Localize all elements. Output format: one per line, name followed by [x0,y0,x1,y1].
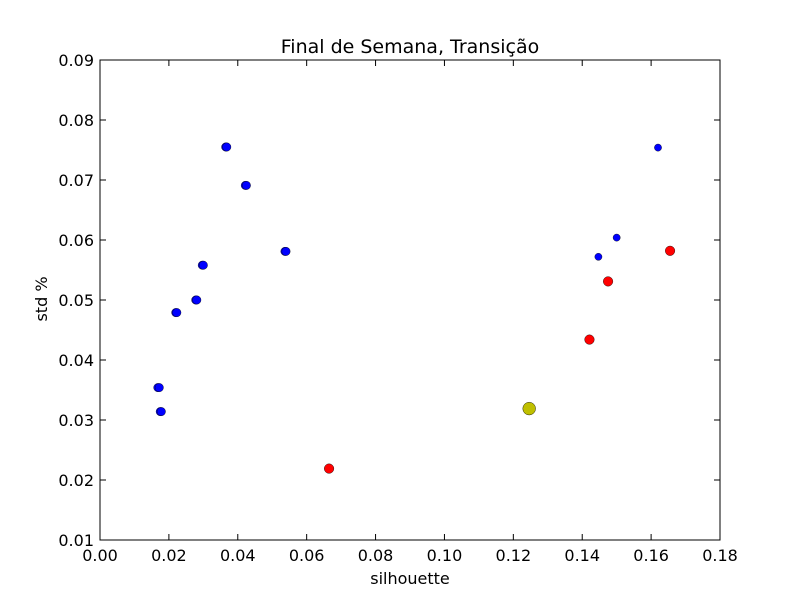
x-tick-label-5: 0.10 [427,546,463,565]
x-tick-label-4: 0.08 [358,546,394,565]
x-tick-label-6: 0.12 [496,546,532,565]
y-axis-label: std % [32,276,51,321]
scatter-point-s2-2 [584,334,595,345]
scatter-point-s0-3 [241,180,251,190]
y-tick-label-5: 0.06 [58,231,94,250]
y-tick-label-8: 0.09 [58,51,94,70]
y-tick-label-2: 0.03 [58,411,94,430]
x-tick-label-1: 0.02 [151,546,187,565]
scatter-point-s0-13 [154,383,164,392]
scatter-point-s0-1 [222,142,232,152]
scatter-point-s2-3 [324,463,335,474]
y-tick-label-6: 0.07 [58,171,94,190]
plot-marks [153,142,676,474]
x-tick-label-8: 0.16 [633,546,669,565]
scatter-point-s1-2 [594,252,603,261]
y-tick-label-3: 0.04 [58,351,94,370]
y-tick-label-0: 0.01 [58,531,94,550]
scatter-point-s3-0 [522,402,536,416]
x-tick-label-0: 0.00 [82,546,118,565]
scatter-point-s0-9 [192,295,202,305]
x-axis-label: silhouette [370,569,450,588]
scatter-point-s1-1 [612,233,621,242]
y-tick-label-4: 0.05 [58,291,94,310]
x-tick-label-2: 0.04 [220,546,256,565]
x-tick-label-9: 0.18 [702,546,738,565]
scatter-point-s0-5 [281,246,291,256]
scatter-point-s0-11 [172,308,182,317]
chart-title: Final de Semana, Transição [281,36,540,58]
scatter-point-s1-0 [654,143,662,152]
scatter-point-s0-15 [156,407,166,416]
y-tick-label-1: 0.02 [58,471,94,490]
y-tick-label-7: 0.08 [58,111,94,130]
scatter-point-s2-0 [665,245,676,256]
x-tick-label-3: 0.06 [289,546,325,565]
scatter-point-s2-1 [603,276,614,287]
x-tick-label-7: 0.14 [564,546,600,565]
scatter-point-s0-7 [198,260,208,270]
axes: 0.00 0.02 0.04 0.06 0.08 0.10 0.12 0.14 0.16 0.18… [58,51,737,565]
